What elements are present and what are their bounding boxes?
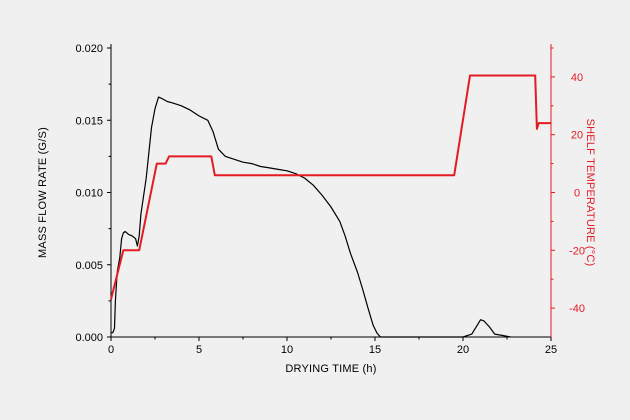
x-axis-title: DRYING TIME (h) [285, 363, 376, 375]
y-tick-label: 0.005 [75, 260, 103, 272]
chart-axes [107, 44, 555, 341]
y2-axis-title: SHELF TEMPERATURE (°C) [584, 119, 596, 267]
chart-labels: 0 5 10 15 20 25 0.000 0.005 0.010 0.015 0.020 -40 -2… [37, 43, 596, 375]
x-tick-label: 25 [545, 344, 557, 356]
y2-tick-label: -40 [569, 303, 585, 315]
y2-tick-label: 40 [571, 72, 583, 84]
x-tick-label: 5 [196, 344, 202, 356]
y-tick-label: 0.015 [75, 115, 103, 127]
x-tick-label: 15 [369, 344, 381, 356]
x-tick-label: 10 [281, 344, 293, 356]
x-tick-label: 0 [108, 344, 114, 356]
y2-tick-label: 0 [574, 188, 580, 200]
y2-tick-label: -20 [569, 245, 585, 257]
mass-flow-line [111, 96, 511, 338]
y-tick-label: 0.020 [75, 43, 103, 55]
x-tick-label: 20 [457, 344, 469, 356]
y2-tick-label: 20 [571, 130, 583, 142]
shelf-temperature-line [110, 74, 551, 300]
y-axis-title: MASS FLOW RATE (G/S) [37, 127, 49, 258]
y-tick-label: 0.010 [75, 188, 103, 200]
series-layer [110, 74, 551, 338]
y-tick-label: 0.000 [75, 332, 103, 344]
